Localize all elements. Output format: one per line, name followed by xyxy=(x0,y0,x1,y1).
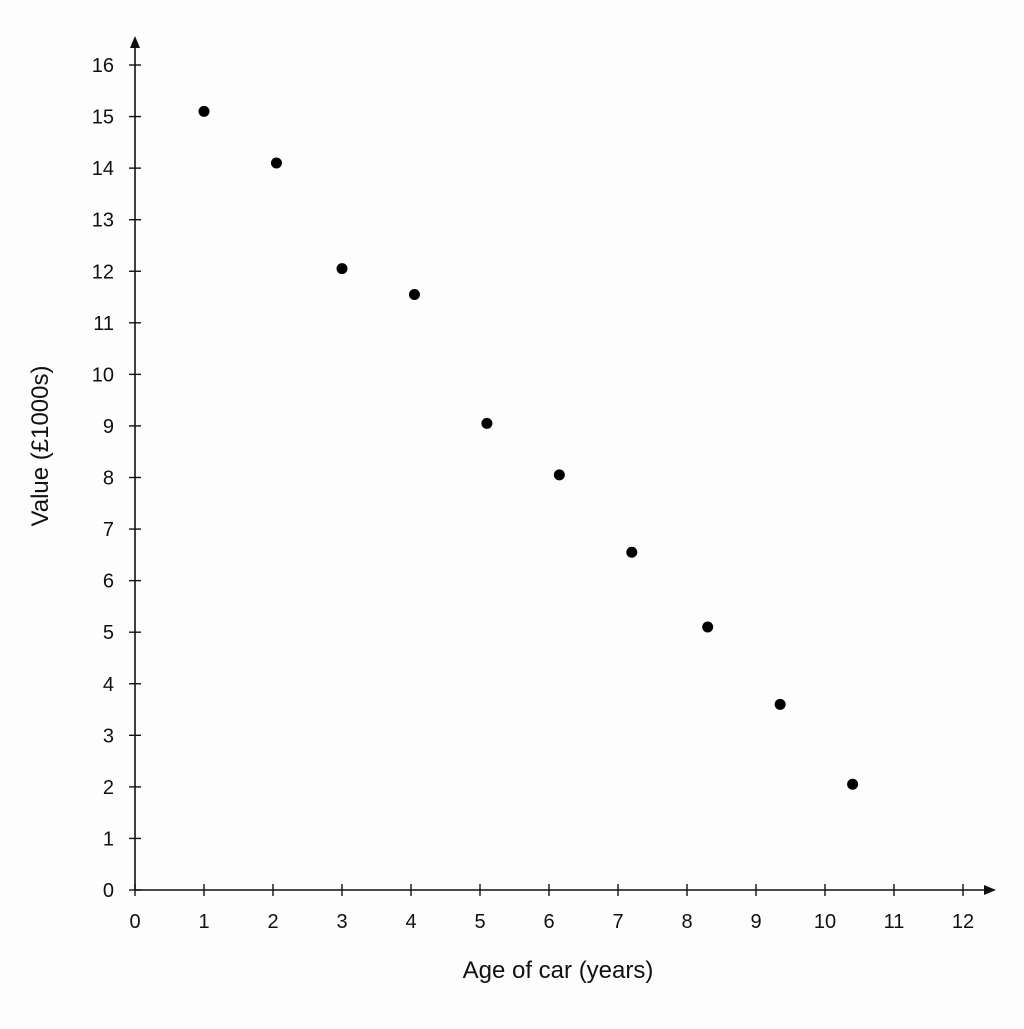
x-tick-label: 10 xyxy=(814,911,836,933)
y-tick-label: 11 xyxy=(93,313,114,335)
y-axis-title: Value (£1000s) xyxy=(27,366,54,527)
y-tick-label: 4 xyxy=(103,674,114,696)
x-tick-label: 1 xyxy=(198,911,209,933)
x-tick-label: 6 xyxy=(543,911,554,933)
y-tick-label: 7 xyxy=(103,519,114,541)
y-tick-label: 0 xyxy=(103,880,114,902)
data-point xyxy=(198,105,210,117)
data-point xyxy=(702,621,714,633)
x-tick-label: 0 xyxy=(129,911,140,933)
y-tick-label: 2 xyxy=(103,777,114,799)
data-point xyxy=(336,263,348,275)
data-points xyxy=(198,105,859,790)
x-tick-label: 2 xyxy=(267,911,278,933)
x-tick-label: 9 xyxy=(750,911,761,933)
y-tick-label: 8 xyxy=(103,468,114,490)
data-point xyxy=(847,778,859,790)
y-tick-label: 9 xyxy=(103,416,114,438)
y-tick-label: 14 xyxy=(92,158,114,180)
x-axis-arrow xyxy=(984,885,996,895)
y-tick-label: 10 xyxy=(92,364,114,386)
y-tick-label: 13 xyxy=(92,210,114,232)
x-tick-label: 3 xyxy=(336,911,347,933)
y-tick-label: 5 xyxy=(103,622,114,644)
data-point xyxy=(270,157,282,169)
y-tick-label: 1 xyxy=(103,828,114,850)
y-tick-label: 16 xyxy=(92,55,114,77)
x-tick-label: 11 xyxy=(884,911,905,933)
y-axis-arrow xyxy=(130,36,140,48)
x-tick-label: 7 xyxy=(612,911,623,933)
data-point xyxy=(553,469,565,481)
x-tick-label: 12 xyxy=(952,911,974,933)
ticks xyxy=(129,64,964,896)
y-tick-label: 6 xyxy=(103,571,114,593)
x-tick-label: 5 xyxy=(474,911,485,933)
x-tick-label: 8 xyxy=(681,911,692,933)
x-axis-title: Age of car (years) xyxy=(463,957,654,984)
axes xyxy=(130,36,996,895)
y-tick-label: 3 xyxy=(103,725,114,747)
data-point xyxy=(481,417,493,429)
x-tick-label: 4 xyxy=(405,911,416,933)
data-point xyxy=(626,546,638,558)
data-point xyxy=(774,698,786,710)
y-tick-label: 15 xyxy=(92,107,114,129)
y-tick-label: 12 xyxy=(92,261,114,283)
data-point xyxy=(408,288,420,300)
